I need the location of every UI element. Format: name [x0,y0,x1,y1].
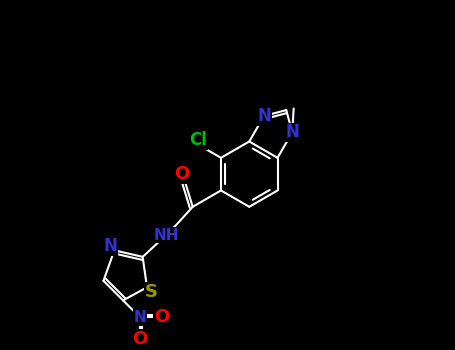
Text: O: O [132,330,147,348]
Text: S: S [145,283,158,301]
Text: N: N [257,107,271,125]
Text: NH: NH [154,228,179,243]
Text: N: N [134,310,147,325]
Text: N: N [285,123,299,141]
Text: O: O [154,308,169,326]
Text: Cl: Cl [189,131,207,149]
Text: O: O [174,165,189,183]
Text: N: N [103,237,117,255]
